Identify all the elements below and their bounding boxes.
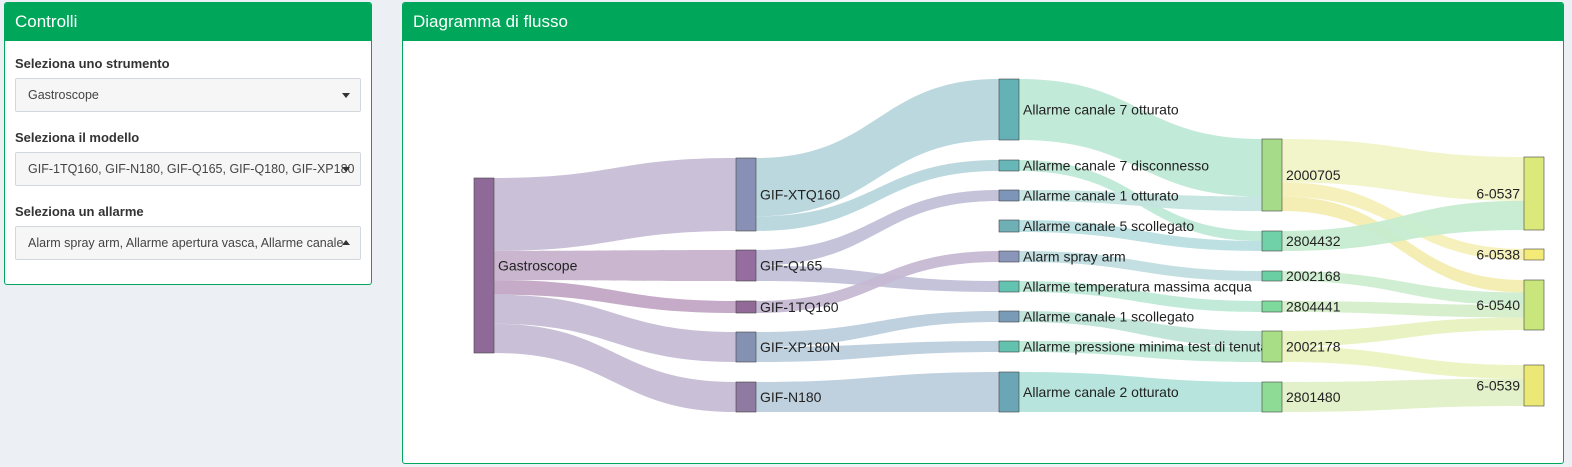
sankey-node-c0537[interactable] xyxy=(1523,156,1545,231)
sankey-link-n180-a2ott[interactable] xyxy=(756,372,999,412)
sankey-link-gastro-q165[interactable] xyxy=(494,250,736,281)
sankey-link-a1sco-s2002178[interactable] xyxy=(1019,311,1262,347)
sankey-node-press[interactable] xyxy=(998,340,1020,353)
sankey-node-xp180n[interactable] xyxy=(735,331,757,363)
sankey-node-s2804441[interactable] xyxy=(1261,300,1283,313)
sankey-link-gastro-xp180n[interactable] xyxy=(494,294,736,362)
instrument-select-value: Gastroscope xyxy=(28,88,99,102)
controls-panel: Controlli Seleziona uno strumento Gastro… xyxy=(4,2,372,285)
controls-title: Controlli xyxy=(5,3,371,41)
sankey-node-label: 2804441 xyxy=(1286,299,1341,315)
sankey-node-c0540[interactable] xyxy=(1523,279,1545,331)
sankey-link-s2002178-c0539[interactable] xyxy=(1282,346,1524,379)
sankey-node-label: Allarme canale 2 otturato xyxy=(1023,384,1179,400)
sankey-node-label: 6-0538 xyxy=(1476,247,1520,263)
sankey-link-1tq160-spray[interactable] xyxy=(756,251,999,313)
sankey-node-spray[interactable] xyxy=(998,250,1020,263)
sankey-node-a1ott[interactable] xyxy=(998,189,1020,202)
alarm-label: Seleziona un allarme xyxy=(15,204,144,219)
sankey-node-a7dis[interactable] xyxy=(998,159,1020,172)
sankey-link-gastro-n180[interactable] xyxy=(494,323,736,412)
sankey-node-label: GIF-1TQ160 xyxy=(760,299,839,315)
sankey-node-temp[interactable] xyxy=(998,280,1020,293)
sankey-link-a2ott-s2801480[interactable] xyxy=(1019,372,1262,412)
model-select-value: GIF-1TQ160, GIF-N180, GIF-Q165, GIF-Q180… xyxy=(28,162,355,176)
sankey-node-label: 2801480 xyxy=(1286,389,1341,405)
sankey-node-label: 6-0540 xyxy=(1476,297,1520,313)
chevron-down-icon xyxy=(342,93,350,98)
sankey-node-label: 2002168 xyxy=(1286,268,1341,284)
sankey-node-n180[interactable] xyxy=(735,381,757,413)
sankey-link-s2000705-c0537[interactable] xyxy=(1282,139,1524,201)
sankey-node-gastro[interactable] xyxy=(473,177,495,354)
sankey-link-a5sco-s2804432[interactable] xyxy=(1019,220,1262,251)
chevron-down-icon xyxy=(342,167,350,172)
sankey-link-xtq160-a7dis[interactable] xyxy=(756,160,999,231)
sankey-node-label: Allarme canale 1 otturato xyxy=(1023,188,1179,204)
chevron-up-icon xyxy=(342,240,350,245)
model-select[interactable]: GIF-1TQ160, GIF-N180, GIF-Q165, GIF-Q180… xyxy=(15,152,361,186)
sankey-link-a7ott-s2000705[interactable] xyxy=(1019,79,1262,197)
sankey-node-s2002178[interactable] xyxy=(1261,330,1283,363)
alarm-select-value: Alarm spray arm, Allarme apertura vasca,… xyxy=(28,236,344,250)
sankey-link-a1ott-s2000705[interactable] xyxy=(1019,190,1262,211)
alarm-select[interactable]: Alarm spray arm, Allarme apertura vasca,… xyxy=(15,226,361,260)
sankey-node-label: GIF-N180 xyxy=(760,389,822,405)
sankey-link-xp180n-press[interactable] xyxy=(756,341,999,362)
sankey-node-s2000705[interactable] xyxy=(1261,138,1283,212)
flow-title: Diagramma di flusso xyxy=(403,3,1563,41)
flow-diagram-panel: Diagramma di flusso Gastroscope GIF-XTQ16… xyxy=(402,2,1564,464)
sankey-node-label: Gastroscope xyxy=(498,258,578,274)
sankey-node-q165[interactable] xyxy=(735,249,757,282)
sankey-link-s2804432-c0537[interactable] xyxy=(1282,200,1524,251)
sankey-node-label: 2000705 xyxy=(1286,167,1341,183)
sankey-node-label: GIF-XTQ160 xyxy=(760,187,840,203)
sankey-node-label: GIF-XP180N xyxy=(760,339,840,355)
sankey-nodes: Gastroscope GIF-XTQ160 GIF-Q165 GIF-1TQ160 G… xyxy=(473,78,1545,413)
sankey-node-xtq160[interactable] xyxy=(735,157,757,232)
instrument-select[interactable]: Gastroscope xyxy=(15,78,361,112)
sankey-node-label: Allarme pressione minima test di tenuta xyxy=(1023,339,1268,355)
sankey-link-temp-s2804441[interactable] xyxy=(1019,281,1262,312)
sankey-link-q165-a1ott[interactable] xyxy=(756,190,999,266)
sankey-node-s2002168[interactable] xyxy=(1261,270,1283,282)
sankey-link-s2801480-c0539[interactable] xyxy=(1282,378,1524,412)
sankey-node-label: Allarme canale 7 disconnesso xyxy=(1023,158,1209,174)
sankey-node-label: Alarm spray arm xyxy=(1023,249,1126,265)
sankey-node-label: 2804432 xyxy=(1286,233,1341,249)
sankey-node-s2801480[interactable] xyxy=(1261,381,1283,413)
sankey-link-press-s2002178[interactable] xyxy=(1019,341,1262,362)
instrument-label: Seleziona uno strumento xyxy=(15,56,170,71)
sankey-node-a7ott[interactable] xyxy=(998,78,1020,141)
sankey-link-gastro-1tq160[interactable] xyxy=(494,280,736,313)
sankey-node-label: 2002178 xyxy=(1286,339,1341,355)
sankey-link-s2002168-c0540[interactable] xyxy=(1282,271,1524,305)
sankey-node-label: Allarme canale 7 otturato xyxy=(1023,102,1179,118)
sankey-link-spray-s2002168[interactable] xyxy=(1019,251,1262,281)
sankey-node-1tq160[interactable] xyxy=(735,300,757,314)
sankey-node-label: GIF-Q165 xyxy=(760,258,822,274)
sankey-diagram: Gastroscope GIF-XTQ160 GIF-Q165 GIF-1TQ160 G… xyxy=(473,78,1545,413)
sankey-node-label: 6-0537 xyxy=(1476,186,1520,202)
sankey-link-gastro-xtq160[interactable] xyxy=(494,158,736,251)
sankey-link-xp180n-a1sco[interactable] xyxy=(756,311,999,347)
sankey-link-s2000705-c0540[interactable] xyxy=(1282,196,1524,293)
sankey-node-label: 6-0539 xyxy=(1476,378,1520,394)
sankey-link-s2002178-c0540[interactable] xyxy=(1282,317,1524,347)
sankey-links xyxy=(494,79,1524,412)
sankey-node-label: Allarme canale 1 scollegato xyxy=(1023,309,1194,325)
sankey-node-c0538[interactable] xyxy=(1523,248,1545,261)
sankey-link-s2804441-c0540[interactable] xyxy=(1282,301,1524,318)
sankey-node-c0539[interactable] xyxy=(1523,364,1545,407)
sankey-node-label: Allarme temperatura massima acqua xyxy=(1023,279,1252,295)
sankey-node-label: Allarme canale 5 scollegato xyxy=(1023,218,1194,234)
sankey-node-a2ott[interactable] xyxy=(998,371,1020,413)
sankey-node-s2804432[interactable] xyxy=(1261,230,1283,252)
sankey-link-xtq160-a7ott[interactable] xyxy=(756,79,999,217)
model-label: Seleziona il modello xyxy=(15,130,140,145)
sankey-node-a5sco[interactable] xyxy=(998,219,1020,233)
sankey-node-a1sco[interactable] xyxy=(998,310,1020,323)
